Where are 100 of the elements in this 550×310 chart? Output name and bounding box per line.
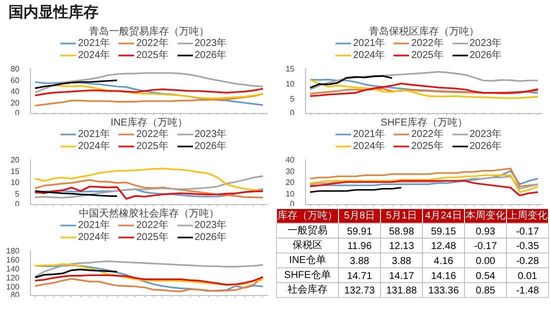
legend-label: 2021年	[78, 37, 110, 50]
legend-label: 2025年	[411, 140, 444, 153]
legend-label: 2023年	[470, 37, 502, 50]
category-label: INE仓单	[289, 254, 326, 266]
line-series	[34, 274, 264, 286]
line-series	[34, 260, 264, 278]
category-label: 社会库存	[288, 284, 328, 296]
line-series	[34, 263, 264, 286]
text: 132.73	[344, 286, 375, 297]
text: 0.54	[476, 270, 496, 282]
legend-label: 2024年	[78, 140, 110, 153]
legend-label: 2026年	[194, 49, 227, 62]
legend-label: 2021年	[353, 128, 386, 141]
line-series	[309, 78, 539, 99]
legend-label: 2024年	[78, 231, 110, 244]
legend-label: 2026年	[470, 140, 502, 153]
category-label: 本周变化	[466, 209, 506, 222]
y-tick-label: 140	[6, 264, 20, 274]
line-series	[34, 268, 118, 278]
text: 0.01	[518, 270, 538, 282]
y-tick-label: 80	[10, 64, 20, 74]
line-series	[34, 276, 264, 292]
text: 12.13	[388, 241, 414, 252]
y-tick-label: 40	[286, 156, 296, 164]
legend-label: 2023年	[194, 37, 227, 50]
text: -0.17	[516, 226, 539, 238]
y-tick-label: 180	[6, 246, 20, 256]
text: 12.48	[430, 241, 456, 252]
line-series	[34, 88, 264, 96]
line-series	[34, 168, 264, 192]
text: 59.91	[346, 226, 372, 238]
line-series	[309, 75, 393, 88]
legend-label: 2024年	[353, 49, 386, 62]
text: 14.17	[388, 270, 414, 282]
text: 3.88	[392, 256, 412, 267]
category-label: 上周变化	[508, 209, 548, 222]
y-tick-label: 10	[286, 189, 296, 198]
legend-label: 2023年	[470, 128, 502, 141]
text: -0.28	[516, 256, 539, 267]
category-label: 5月8日	[344, 210, 376, 222]
legend-label: 2021年	[78, 219, 110, 232]
text: 4.16	[434, 256, 454, 267]
legend-label: 2024年	[78, 49, 110, 62]
y-tick-label: 120	[6, 274, 20, 282]
text: 3.88	[350, 256, 370, 267]
line-series	[309, 180, 539, 196]
text: 国内显性库存	[8, 3, 98, 21]
legend-label: 2025年	[136, 49, 168, 62]
text: 0.00	[476, 256, 496, 267]
text: 133.36	[428, 286, 459, 297]
category-label: 4月24日	[425, 210, 462, 222]
category-label: 5月1日	[386, 210, 418, 222]
y-tick-label: 100	[6, 282, 20, 292]
legend-label: 2023年	[194, 219, 227, 232]
category-label: 一般贸易	[288, 225, 328, 236]
legend-label: 2026年	[194, 231, 227, 244]
category-label: SHFE仓单	[284, 270, 331, 281]
legend-label: 2025年	[411, 49, 444, 62]
line-series	[34, 80, 118, 89]
y-tick-label: 30	[286, 166, 296, 176]
line-series	[309, 174, 539, 193]
y-tick-label: 20	[286, 178, 296, 187]
y-tick-label: 5	[15, 189, 20, 198]
legend-label: 2023年	[194, 128, 227, 141]
legend-label: 2025年	[136, 140, 168, 153]
line-series	[34, 72, 264, 94]
y-tick-label: 15	[10, 166, 20, 176]
text: 58.98	[388, 226, 414, 238]
text: 14.16	[430, 270, 456, 282]
text: 59.15	[430, 226, 456, 238]
legend-label: 2026年	[470, 49, 502, 62]
y-tick-label: 20	[10, 156, 20, 164]
y-tick-label: 15	[286, 64, 296, 74]
text: 131.88	[386, 286, 417, 297]
y-tick-label: 10	[10, 178, 20, 187]
text: 0.93	[476, 226, 496, 238]
chart-title: INE库存（万吨）	[110, 116, 188, 128]
category-label: 保税区	[292, 240, 322, 252]
line-series	[34, 93, 264, 106]
chart-title: 青岛一般贸易库存（万吨）	[89, 26, 209, 38]
chart-title: 青岛保税区库存（万吨）	[369, 26, 479, 38]
line-series	[34, 175, 264, 199]
y-tick-label: 5	[290, 94, 296, 104]
y-tick-label: 40	[10, 87, 20, 96]
category-label: 库存（万吨）	[278, 209, 338, 222]
chart-title: 中国天然橡胶社会库存（万吨）	[79, 208, 219, 220]
line-series	[34, 179, 264, 198]
legend-label: 2021年	[353, 37, 386, 50]
y-tick-label: 10	[286, 80, 296, 88]
line-series	[34, 186, 264, 200]
text: 0.85	[476, 286, 496, 297]
y-tick-label: 160	[6, 256, 20, 264]
legend-label: 2022年	[411, 37, 444, 50]
text: -0.17	[474, 241, 497, 252]
legend-label: 2024年	[353, 140, 386, 153]
legend-label: 2025年	[136, 231, 168, 244]
text: -1.48	[516, 286, 539, 297]
text: 11.96	[347, 241, 372, 252]
y-tick-label: 20	[10, 98, 20, 108]
y-tick-label: 60	[10, 76, 20, 85]
